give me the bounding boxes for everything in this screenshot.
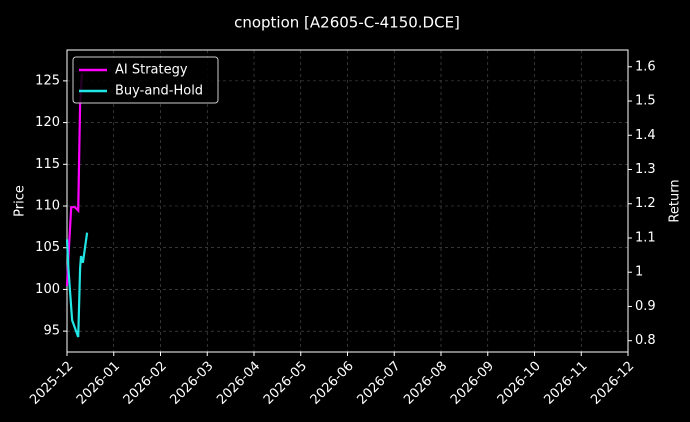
plot-frame: [66, 49, 629, 353]
y2-tick-label: 0.8: [635, 333, 656, 348]
x-tick-label: 2026-12: [588, 359, 637, 408]
y2-tick-label: 1.6: [635, 59, 656, 74]
x-tick-label: 2026-08: [401, 359, 450, 408]
y2-tick-label: 1.5: [635, 94, 656, 109]
legend-label: AI Strategy: [115, 63, 188, 78]
y2-tick-label: 1.2: [635, 196, 656, 211]
x-tick-label: 2026-01: [74, 359, 123, 408]
y-tick-label: 105: [35, 240, 60, 255]
y2-tick-label: 0.9: [635, 299, 656, 314]
chart-title: cnoption [A2605-C-4150.DCE]: [234, 14, 460, 32]
x-tick-label: 2026-07: [355, 359, 404, 408]
x-tick-label: 2026-09: [448, 359, 497, 408]
y-tick-label: 95: [43, 324, 60, 339]
legend-box: [72, 56, 219, 104]
y-tick-label: 100: [35, 282, 60, 297]
x-tick-label: 2026-04: [214, 359, 263, 408]
y-tick-label: 115: [35, 157, 60, 172]
y2-axis-label: Return: [668, 179, 683, 222]
series-line: [65, 73, 84, 286]
x-tick-label: 2026-06: [308, 359, 357, 408]
legend-label: Buy-and-Hold: [115, 84, 203, 99]
x-tick-label: 2026-10: [495, 359, 544, 408]
y-tick-label: 110: [35, 199, 60, 214]
x-tick-label: 2025-12: [27, 359, 76, 408]
y2-tick-label: 1.3: [635, 162, 656, 177]
y-tick-label: 125: [35, 73, 60, 88]
y2-tick-label: 1: [635, 265, 643, 280]
x-tick-label: 2026-03: [168, 359, 217, 408]
y-tick-label: 120: [35, 115, 60, 130]
y2-tick-label: 1.4: [635, 128, 656, 143]
y-axis-label: Price: [13, 185, 28, 217]
x-tick-label: 2026-11: [542, 359, 591, 408]
y2-tick-label: 1.1: [635, 230, 656, 245]
series-line: [65, 232, 89, 338]
x-tick-label: 2026-05: [261, 359, 310, 408]
x-tick-label: 2026-02: [121, 359, 170, 408]
